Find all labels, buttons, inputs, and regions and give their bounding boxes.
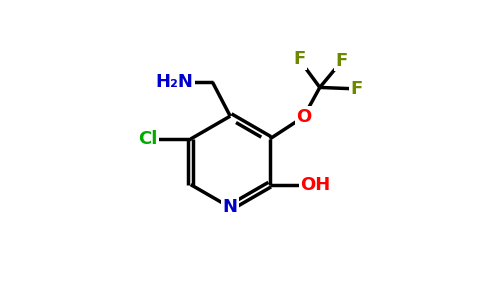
Text: F: F bbox=[350, 80, 363, 98]
Text: F: F bbox=[336, 52, 348, 70]
Text: N: N bbox=[223, 198, 238, 216]
Text: H₂N: H₂N bbox=[155, 73, 193, 91]
Text: Cl: Cl bbox=[138, 130, 158, 148]
Text: O: O bbox=[296, 108, 311, 126]
Text: OH: OH bbox=[300, 176, 331, 194]
Text: F: F bbox=[293, 50, 305, 68]
